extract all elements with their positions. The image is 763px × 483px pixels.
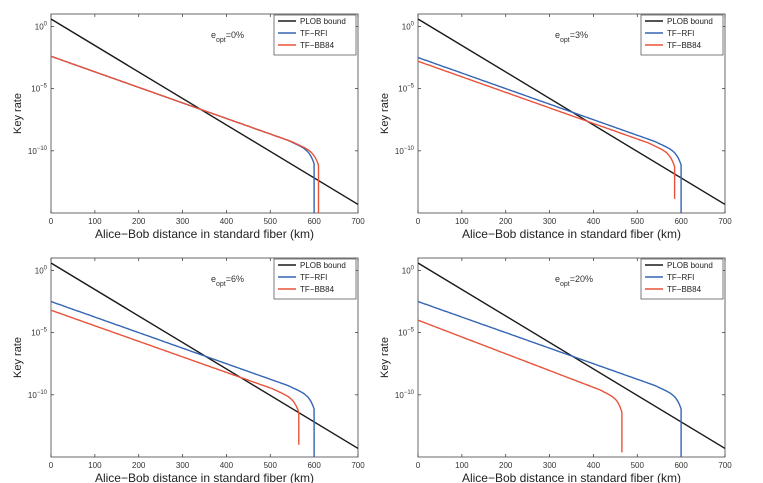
x-tick-label: 400 [587, 461, 601, 470]
x-tick-label: 500 [264, 217, 278, 226]
x-tick-label: 100 [455, 461, 469, 470]
x-tick-label: 300 [176, 461, 190, 470]
y-tick-label: 10−10 [28, 390, 48, 400]
plot-frame [50, 13, 359, 214]
x-tick-label: 400 [220, 461, 234, 470]
series-line-tf-bb84 [51, 55, 320, 213]
error-annotation: eopt=20% [555, 274, 593, 288]
chart-panel-3: 0 100 200 300 400 500 600 700 100 10−5 10−10 Alice−… [12, 257, 365, 483]
y-tick-label: 10−10 [395, 146, 415, 156]
x-tick-label: 100 [88, 217, 102, 226]
x-tick-label: 200 [499, 461, 513, 470]
y-tick-label: 10−5 [398, 328, 414, 338]
legend-label: TF−RFI [667, 273, 694, 282]
y-axis-label: Key rate [379, 93, 391, 134]
error-annotation: eopt=6% [211, 274, 244, 288]
x-axis-label: Alice−Bob distance in standard fiber (km… [95, 471, 314, 483]
series-group [418, 18, 725, 213]
y-tick-label: 10−10 [395, 390, 415, 400]
x-axis-label: Alice−Bob distance in standard fiber (km… [95, 227, 314, 241]
y-tick-label: 100 [35, 265, 48, 275]
x-tick-label: 300 [543, 461, 557, 470]
legend: PLOB bound TF−RFI TF−BB84 [273, 258, 357, 300]
y-tick-label: 10−5 [31, 328, 47, 338]
plot-frame [417, 257, 726, 458]
legend-label: PLOB bound [300, 261, 346, 270]
x-tick-label: 500 [264, 461, 278, 470]
x-tick-label: 0 [416, 217, 421, 226]
y-tick-label: 100 [402, 21, 415, 31]
legend-label: TF−RFI [667, 29, 694, 38]
x-tick-label: 500 [631, 217, 645, 226]
x-tick-label: 0 [49, 461, 54, 470]
x-tick-label: 600 [307, 461, 321, 470]
legend: PLOB bound TF−RFI TF−BB84 [640, 258, 724, 300]
series-line-tf-bb84 [418, 60, 676, 199]
x-tick-label: 300 [543, 217, 557, 226]
chart-panel-2: 0 100 200 300 400 500 600 700 100 10−5 10−10 Alice−… [379, 13, 732, 241]
chart-panel-1: 0 100 200 300 400 500 600 700 100 10−5 10−10 Alice−… [12, 13, 365, 241]
legend-label: TF−BB84 [667, 285, 702, 294]
x-tick-label: 700 [718, 217, 732, 226]
legend-label: TF−BB84 [667, 41, 702, 50]
series-line-tf-rfi [418, 56, 682, 213]
plot-frame [417, 13, 726, 214]
x-tick-label: 200 [132, 217, 146, 226]
x-tick-label: 400 [587, 217, 601, 226]
series-line-tf-rfi [51, 300, 315, 457]
x-tick-label: 700 [351, 461, 365, 470]
legend-label: TF−RFI [300, 273, 327, 282]
legend: PLOB bound TF−RFI TF−BB84 [640, 14, 724, 56]
y-axis-label: Key rate [12, 93, 24, 134]
legend-label: TF−BB84 [300, 41, 335, 50]
x-tick-label: 600 [674, 461, 688, 470]
x-tick-label: 300 [176, 217, 190, 226]
series-line-tf-rfi [51, 55, 315, 213]
x-tick-label: 700 [718, 461, 732, 470]
x-axis-label: Alice−Bob distance in standard fiber (km… [462, 227, 681, 241]
legend: PLOB bound TF−RFI TF−BB84 [273, 14, 357, 56]
legend-label: PLOB bound [667, 17, 713, 26]
series-group [51, 262, 358, 457]
series-line-plob-bound [51, 18, 358, 205]
series-group [51, 18, 358, 213]
x-tick-label: 700 [351, 217, 365, 226]
y-tick-label: 100 [35, 21, 48, 31]
legend-label: PLOB bound [300, 17, 346, 26]
error-annotation: eopt=3% [555, 30, 588, 44]
x-axis-label: Alice−Bob distance in standard fiber (km… [462, 471, 681, 483]
legend-label: TF−RFI [300, 29, 327, 38]
x-tick-label: 500 [631, 461, 645, 470]
series-group [418, 262, 725, 457]
x-tick-label: 0 [416, 461, 421, 470]
y-tick-label: 10−10 [28, 146, 48, 156]
y-tick-label: 100 [402, 265, 415, 275]
series-line-tf-bb84 [418, 319, 623, 453]
legend-label: TF−BB84 [300, 285, 335, 294]
chart-panel-4: 0 100 200 300 400 500 600 700 100 10−5 10−10 Alice−… [379, 257, 732, 483]
legend-label: PLOB bound [667, 261, 713, 270]
y-tick-label: 10−5 [31, 84, 47, 94]
x-tick-label: 200 [132, 461, 146, 470]
x-tick-label: 0 [49, 217, 54, 226]
y-axis-label: Key rate [12, 337, 24, 378]
x-tick-label: 600 [307, 217, 321, 226]
x-tick-label: 400 [220, 217, 234, 226]
x-tick-label: 200 [499, 217, 513, 226]
y-tick-label: 10−5 [398, 84, 414, 94]
x-tick-label: 600 [674, 217, 688, 226]
plot-frame [50, 257, 359, 458]
y-axis-label: Key rate [379, 337, 391, 378]
series-line-tf-rfi [418, 300, 682, 457]
x-tick-label: 100 [455, 217, 469, 226]
error-annotation: eopt=0% [211, 30, 244, 44]
series-line-tf-bb84 [51, 309, 300, 445]
x-tick-label: 100 [88, 461, 102, 470]
